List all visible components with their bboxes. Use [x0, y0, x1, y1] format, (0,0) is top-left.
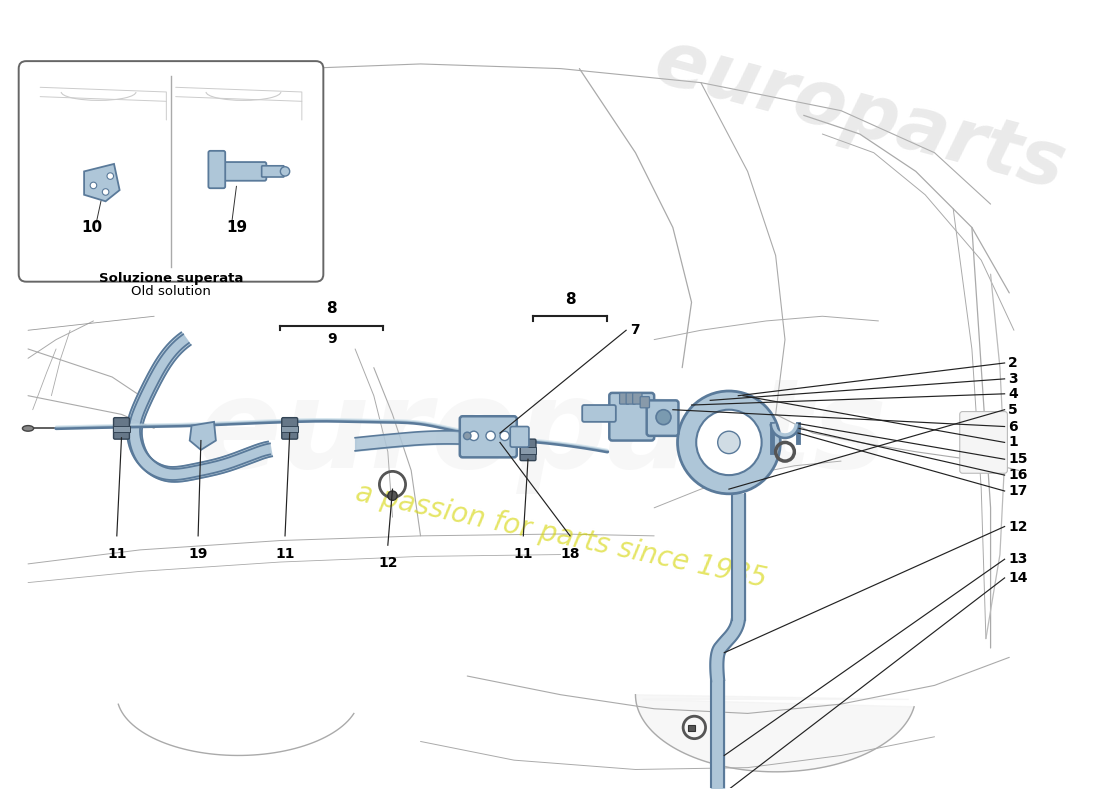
- Circle shape: [486, 431, 495, 441]
- Text: 3: 3: [1009, 372, 1018, 386]
- Text: 14: 14: [1009, 571, 1027, 585]
- FancyBboxPatch shape: [208, 151, 226, 188]
- Polygon shape: [126, 333, 271, 480]
- Ellipse shape: [22, 426, 34, 431]
- Circle shape: [102, 189, 109, 195]
- Circle shape: [463, 432, 471, 440]
- Text: 15: 15: [1009, 452, 1027, 466]
- Text: 7: 7: [630, 323, 639, 338]
- Text: 11: 11: [275, 547, 295, 561]
- Text: 5: 5: [1009, 402, 1019, 417]
- Text: Old solution: Old solution: [131, 285, 211, 298]
- Text: 13: 13: [1009, 552, 1027, 566]
- Circle shape: [696, 410, 761, 475]
- FancyBboxPatch shape: [626, 393, 636, 404]
- FancyBboxPatch shape: [262, 166, 284, 177]
- Circle shape: [280, 166, 289, 176]
- Text: 2: 2: [1009, 356, 1019, 370]
- Text: 19: 19: [226, 220, 248, 235]
- Text: 19: 19: [188, 547, 208, 561]
- FancyBboxPatch shape: [609, 393, 654, 441]
- Circle shape: [656, 410, 671, 425]
- Text: Soluzione superata: Soluzione superata: [99, 272, 243, 285]
- Circle shape: [500, 431, 509, 441]
- FancyBboxPatch shape: [460, 416, 517, 458]
- Polygon shape: [84, 164, 120, 202]
- Circle shape: [717, 431, 740, 454]
- Text: 10: 10: [81, 220, 102, 235]
- Text: europarts: europarts: [197, 373, 888, 494]
- Text: 4: 4: [1009, 387, 1019, 401]
- Polygon shape: [636, 694, 914, 772]
- FancyBboxPatch shape: [582, 405, 616, 422]
- FancyBboxPatch shape: [707, 790, 728, 800]
- Circle shape: [388, 491, 397, 500]
- Text: europarts: europarts: [647, 25, 1074, 206]
- Text: 18: 18: [560, 547, 580, 561]
- FancyBboxPatch shape: [282, 418, 298, 439]
- Circle shape: [90, 182, 97, 189]
- Text: a passion for parts since 1985: a passion for parts since 1985: [353, 478, 769, 593]
- Text: 11: 11: [514, 547, 534, 561]
- FancyBboxPatch shape: [510, 426, 529, 447]
- FancyBboxPatch shape: [647, 400, 679, 436]
- Text: 8: 8: [327, 302, 337, 316]
- Text: 11: 11: [107, 547, 126, 561]
- Text: 8: 8: [564, 292, 575, 307]
- Bar: [113, 426, 130, 432]
- FancyBboxPatch shape: [113, 418, 130, 439]
- FancyBboxPatch shape: [632, 393, 642, 404]
- Circle shape: [469, 431, 478, 441]
- FancyBboxPatch shape: [959, 411, 1008, 474]
- Polygon shape: [129, 334, 272, 482]
- Bar: [282, 426, 298, 432]
- FancyBboxPatch shape: [520, 439, 536, 461]
- Text: 12: 12: [378, 557, 397, 570]
- Circle shape: [107, 173, 113, 179]
- FancyBboxPatch shape: [19, 61, 323, 282]
- FancyBboxPatch shape: [640, 397, 649, 408]
- Text: 9: 9: [327, 332, 337, 346]
- Circle shape: [678, 391, 780, 494]
- FancyBboxPatch shape: [220, 162, 266, 181]
- Text: 16: 16: [1009, 468, 1027, 482]
- Text: 6: 6: [1009, 419, 1018, 434]
- Text: 17: 17: [1009, 484, 1027, 498]
- FancyBboxPatch shape: [619, 393, 629, 404]
- Bar: [688, 725, 695, 731]
- Text: 1: 1: [1009, 435, 1019, 450]
- Polygon shape: [711, 619, 745, 682]
- Polygon shape: [189, 422, 216, 450]
- Bar: [519, 447, 537, 454]
- Text: 12: 12: [1009, 519, 1027, 534]
